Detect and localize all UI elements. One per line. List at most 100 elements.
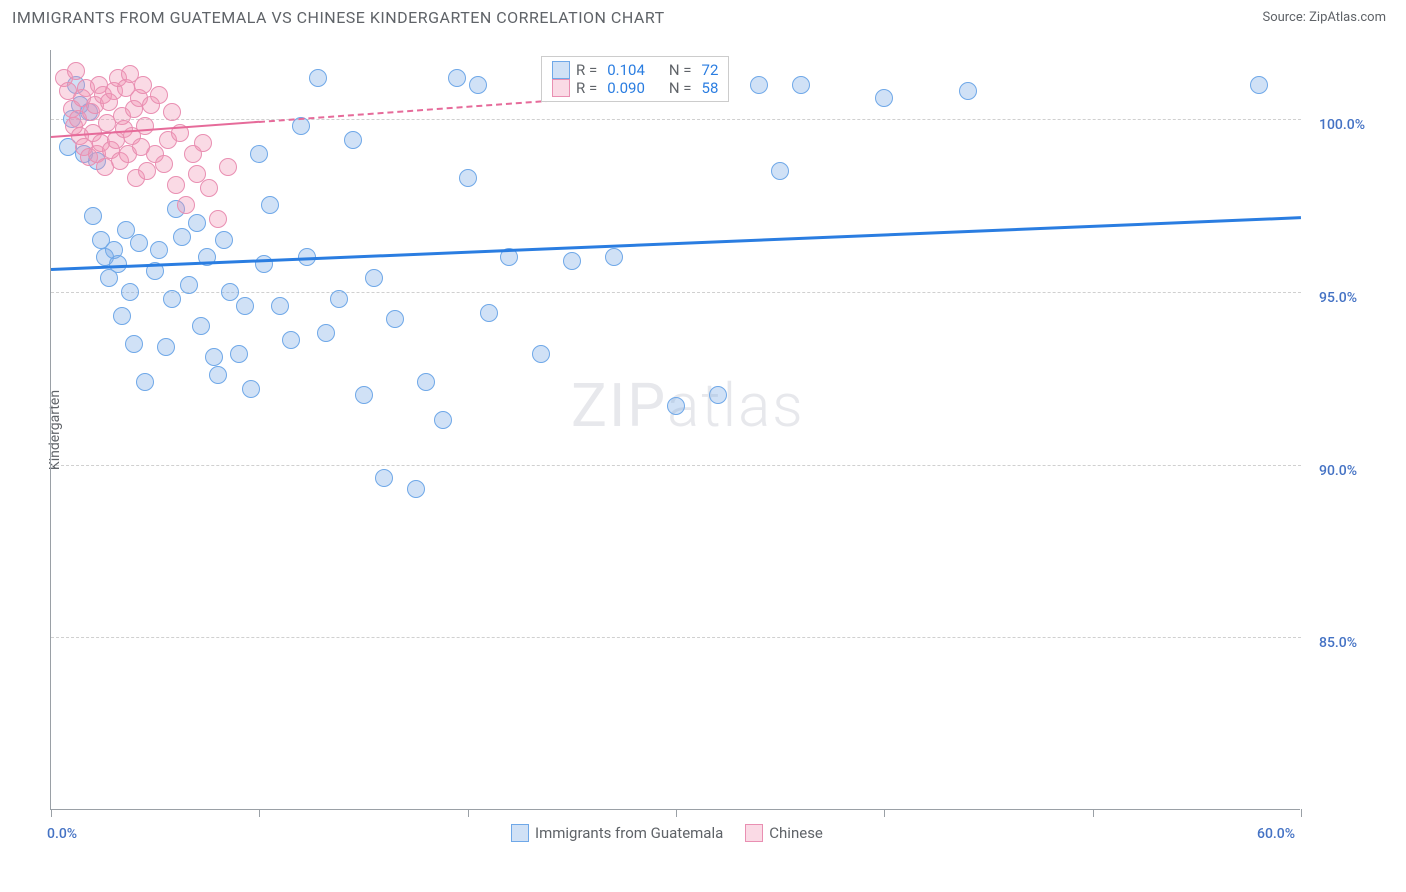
legend-series-label: Immigrants from Guatemala <box>535 824 723 842</box>
scatter-point <box>709 386 727 404</box>
scatter-point <box>434 411 452 429</box>
scatter-point <box>771 162 789 180</box>
y-tick-label: 100.0% <box>1319 117 1365 133</box>
scatter-point <box>344 131 362 149</box>
scatter-point <box>317 324 335 342</box>
x-tick <box>468 809 469 817</box>
scatter-point <box>209 366 227 384</box>
scatter-point <box>150 241 168 259</box>
gridline <box>51 119 1301 120</box>
scatter-point <box>448 69 466 87</box>
legend-r-value: 0.104 <box>607 61 645 79</box>
legend-series-item: Immigrants from Guatemala <box>511 824 723 842</box>
scatter-point <box>173 228 191 246</box>
scatter-point <box>605 248 623 266</box>
scatter-point <box>121 283 139 301</box>
legend-swatch <box>552 79 570 97</box>
scatter-point <box>667 397 685 415</box>
chart-header: IMMIGRANTS FROM GUATEMALA VS CHINESE KIN… <box>0 0 1406 31</box>
scatter-point <box>330 290 348 308</box>
scatter-point <box>130 234 148 252</box>
legend-stat-row: R =0.090N =58 <box>552 79 718 97</box>
legend-swatch <box>511 824 529 842</box>
scatter-point <box>188 214 206 232</box>
scatter-point <box>180 276 198 294</box>
legend-n-value: 72 <box>702 61 719 79</box>
x-tick <box>1093 809 1094 817</box>
legend-series-item: Chinese <box>745 824 823 842</box>
y-tick-label: 95.0% <box>1319 290 1357 306</box>
scatter-point <box>309 69 327 87</box>
legend-series-label: Chinese <box>769 824 823 842</box>
scatter-point <box>261 196 279 214</box>
legend-stat-row: R = 0.104 N = 72 <box>552 61 718 79</box>
y-tick-label: 90.0% <box>1319 463 1357 479</box>
legend-stats: R =0.104N =72R =0.090N =58 <box>541 56 729 102</box>
plot-area: ZIPatlas 100.0%95.0%90.0%85.0%0.0%60.0%R… <box>50 50 1300 810</box>
scatter-point <box>167 176 185 194</box>
scatter-point <box>365 269 383 287</box>
scatter-point <box>1250 76 1268 94</box>
scatter-point <box>532 345 550 363</box>
scatter-point <box>134 76 152 94</box>
scatter-point <box>480 304 498 322</box>
scatter-point <box>163 103 181 121</box>
legend-r-value: 0.090 <box>607 79 645 97</box>
chart-container: Kindergarten ZIPatlas 100.0%95.0%90.0%85… <box>50 50 1380 810</box>
scatter-point <box>177 196 195 214</box>
scatter-point <box>125 335 143 353</box>
scatter-point <box>113 307 131 325</box>
scatter-point <box>236 297 254 315</box>
scatter-point <box>242 380 260 398</box>
legend-r-label: R = <box>576 79 597 97</box>
legend-swatch <box>552 61 570 79</box>
scatter-point <box>792 76 810 94</box>
scatter-point <box>200 179 218 197</box>
scatter-point <box>209 210 227 228</box>
watermark: ZIPatlas <box>571 370 805 441</box>
scatter-point <box>138 162 156 180</box>
scatter-point <box>375 469 393 487</box>
scatter-point <box>157 338 175 356</box>
x-tick <box>676 809 677 817</box>
x-tick-label: 0.0% <box>47 826 77 842</box>
chart-source: Source: ZipAtlas.com <box>1262 10 1386 25</box>
legend-n-label: N = <box>669 79 692 97</box>
gridline <box>51 465 1301 466</box>
scatter-point <box>282 331 300 349</box>
scatter-point <box>155 155 173 173</box>
scatter-point <box>230 345 248 363</box>
scatter-point <box>250 145 268 163</box>
trend-line <box>51 216 1301 270</box>
y-tick-label: 85.0% <box>1319 635 1357 651</box>
scatter-point <box>407 480 425 498</box>
scatter-point <box>563 252 581 270</box>
x-tick <box>884 809 885 817</box>
scatter-point <box>255 255 273 273</box>
x-tick <box>259 809 260 817</box>
scatter-point <box>221 283 239 301</box>
scatter-point <box>136 373 154 391</box>
scatter-point <box>205 348 223 366</box>
scatter-point <box>219 158 237 176</box>
scatter-point <box>271 297 289 315</box>
legend-r-label: R = <box>576 61 597 79</box>
scatter-point <box>459 169 477 187</box>
legend-swatch <box>745 824 763 842</box>
x-tick-label: 60.0% <box>1257 826 1295 842</box>
scatter-point <box>194 134 212 152</box>
scatter-point <box>959 82 977 100</box>
scatter-point <box>355 386 373 404</box>
legend-n-label: N = <box>669 61 692 79</box>
scatter-point <box>163 290 181 308</box>
scatter-point <box>84 207 102 225</box>
scatter-point <box>150 86 168 104</box>
x-tick <box>1301 809 1302 817</box>
chart-title: IMMIGRANTS FROM GUATEMALA VS CHINESE KIN… <box>12 8 665 27</box>
scatter-point <box>750 76 768 94</box>
scatter-point <box>386 310 404 328</box>
scatter-point <box>215 231 233 249</box>
scatter-point <box>192 317 210 335</box>
x-tick <box>51 809 52 817</box>
scatter-point <box>136 117 154 135</box>
